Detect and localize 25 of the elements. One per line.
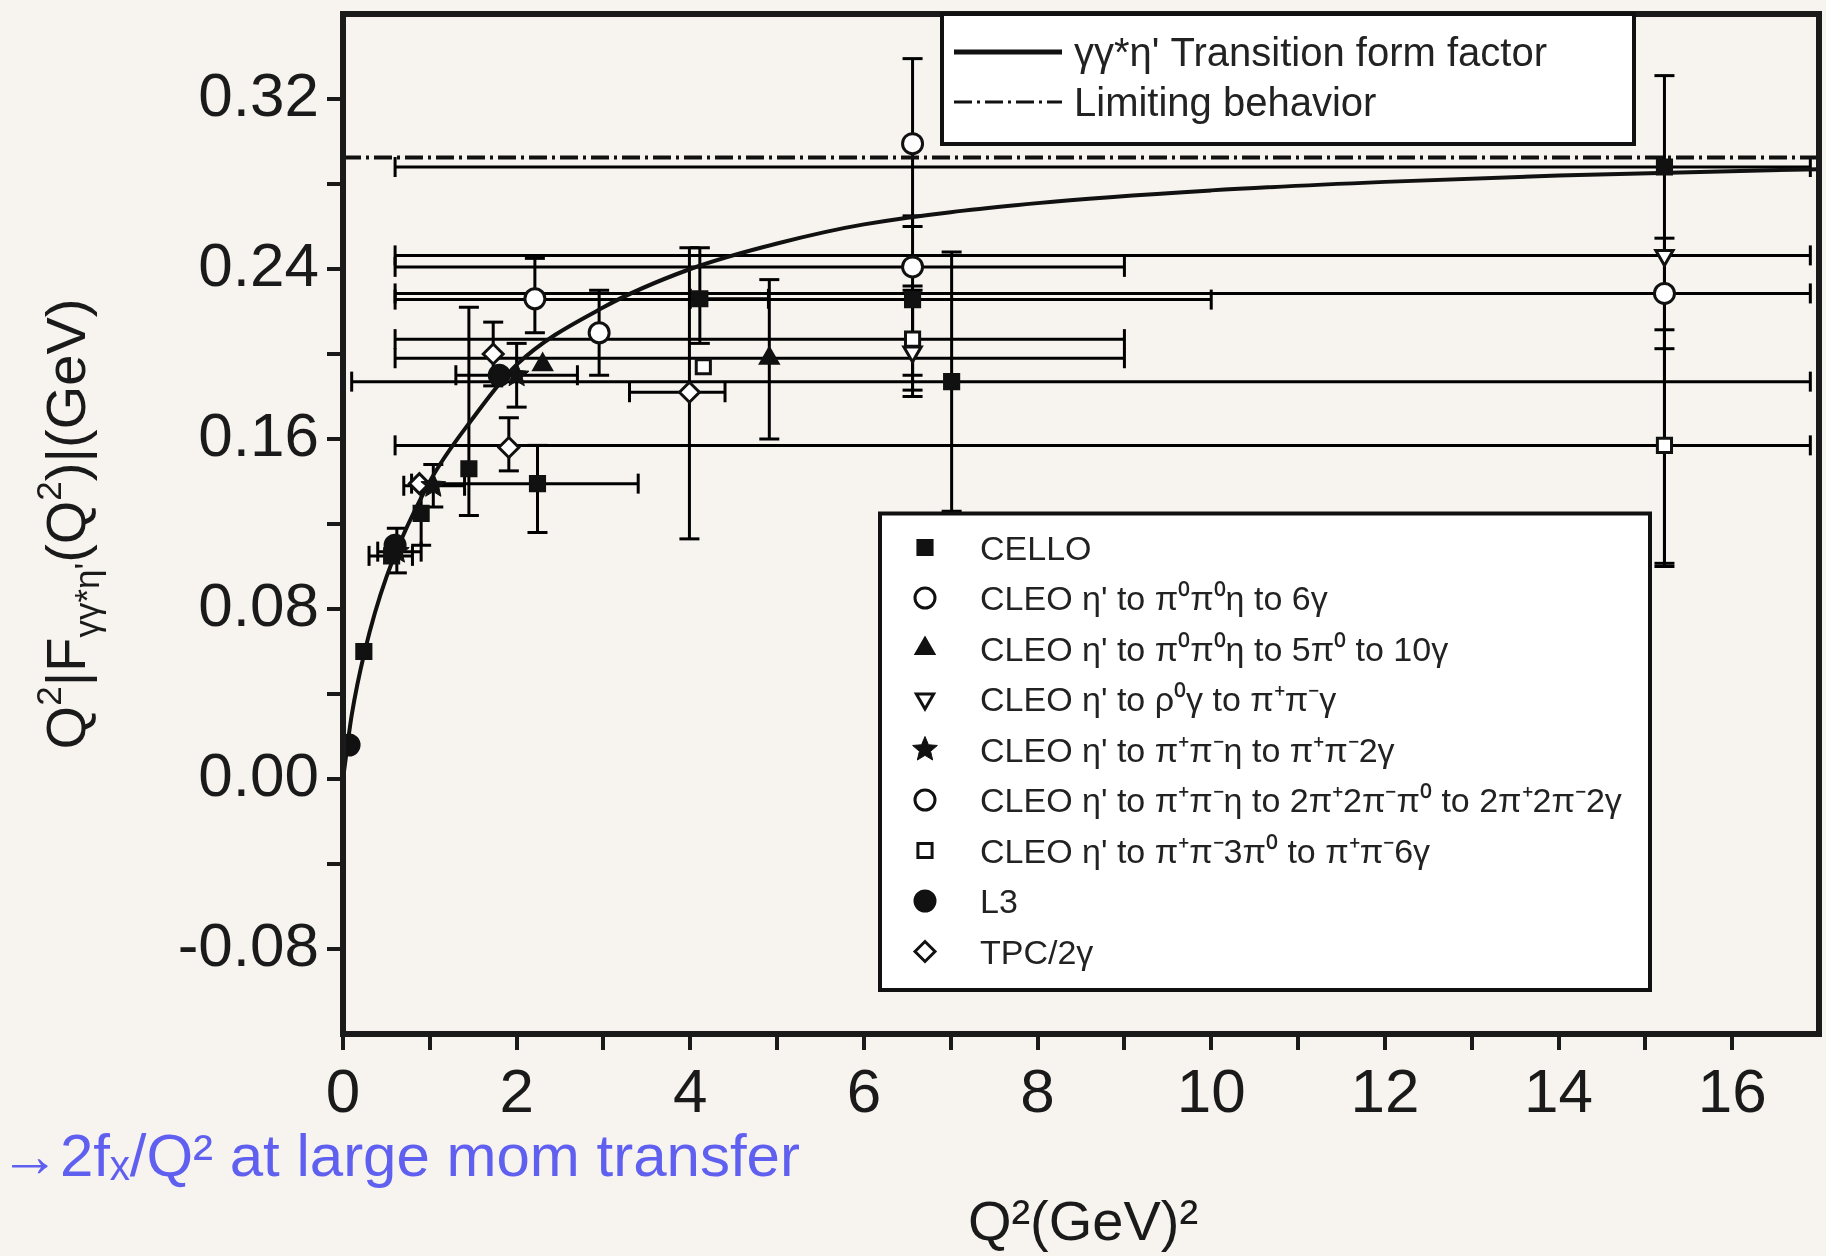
y-tick-label: 0.24	[198, 230, 319, 300]
x-tick-label: 14	[1524, 1056, 1594, 1126]
legend-label: γγ*η' Transition form factor	[1074, 30, 1547, 74]
y-tick-label: 0.16	[198, 400, 319, 470]
y-tick-label: 0.32	[198, 60, 319, 130]
y-axis-title: Q2|Fγγ*η'(Q2)|(GeV)	[29, 298, 106, 750]
x-axis-title: Q²(GeV)²	[967, 1189, 1199, 1252]
x-tick-label: 8	[1020, 1056, 1055, 1126]
x-tick-label: 6	[846, 1056, 882, 1126]
legend-label: Limiting behavior	[1074, 80, 1377, 124]
x-tick-label: 12	[1350, 1056, 1420, 1126]
legend-label: CELLO	[980, 528, 1092, 567]
legend-label: CLEO η' to π⁺π⁻η to 2π⁺2π⁻π⁰ to 2π⁺2π⁻2γ	[980, 781, 1622, 819]
x-tick-label: 10	[1176, 1056, 1246, 1126]
legend-label: CLEO η' to π⁰π⁰η to 6γ	[980, 579, 1328, 617]
legend-label: CLEO η' to ρ⁰γ to π⁺π⁻γ	[980, 680, 1337, 718]
legend-label: CLEO η' to π⁰π⁰η to 5π⁰ to 10γ	[980, 629, 1449, 668]
y-tick-label: 0.00	[198, 740, 319, 810]
y-tick-label: 0.08	[198, 570, 319, 640]
legend-label: L3	[980, 882, 1018, 920]
x-tick-label: 16	[1697, 1056, 1767, 1126]
legend-label: CLEO η' to π⁺π⁻3π⁰ to π⁺π⁻6γ	[980, 831, 1431, 870]
legend-label: TPC/2γ	[980, 932, 1094, 971]
legend-label: CLEO η' to π⁺π⁻η to π⁺π⁻2γ	[980, 730, 1395, 769]
y-tick-label: -0.08	[177, 910, 319, 980]
